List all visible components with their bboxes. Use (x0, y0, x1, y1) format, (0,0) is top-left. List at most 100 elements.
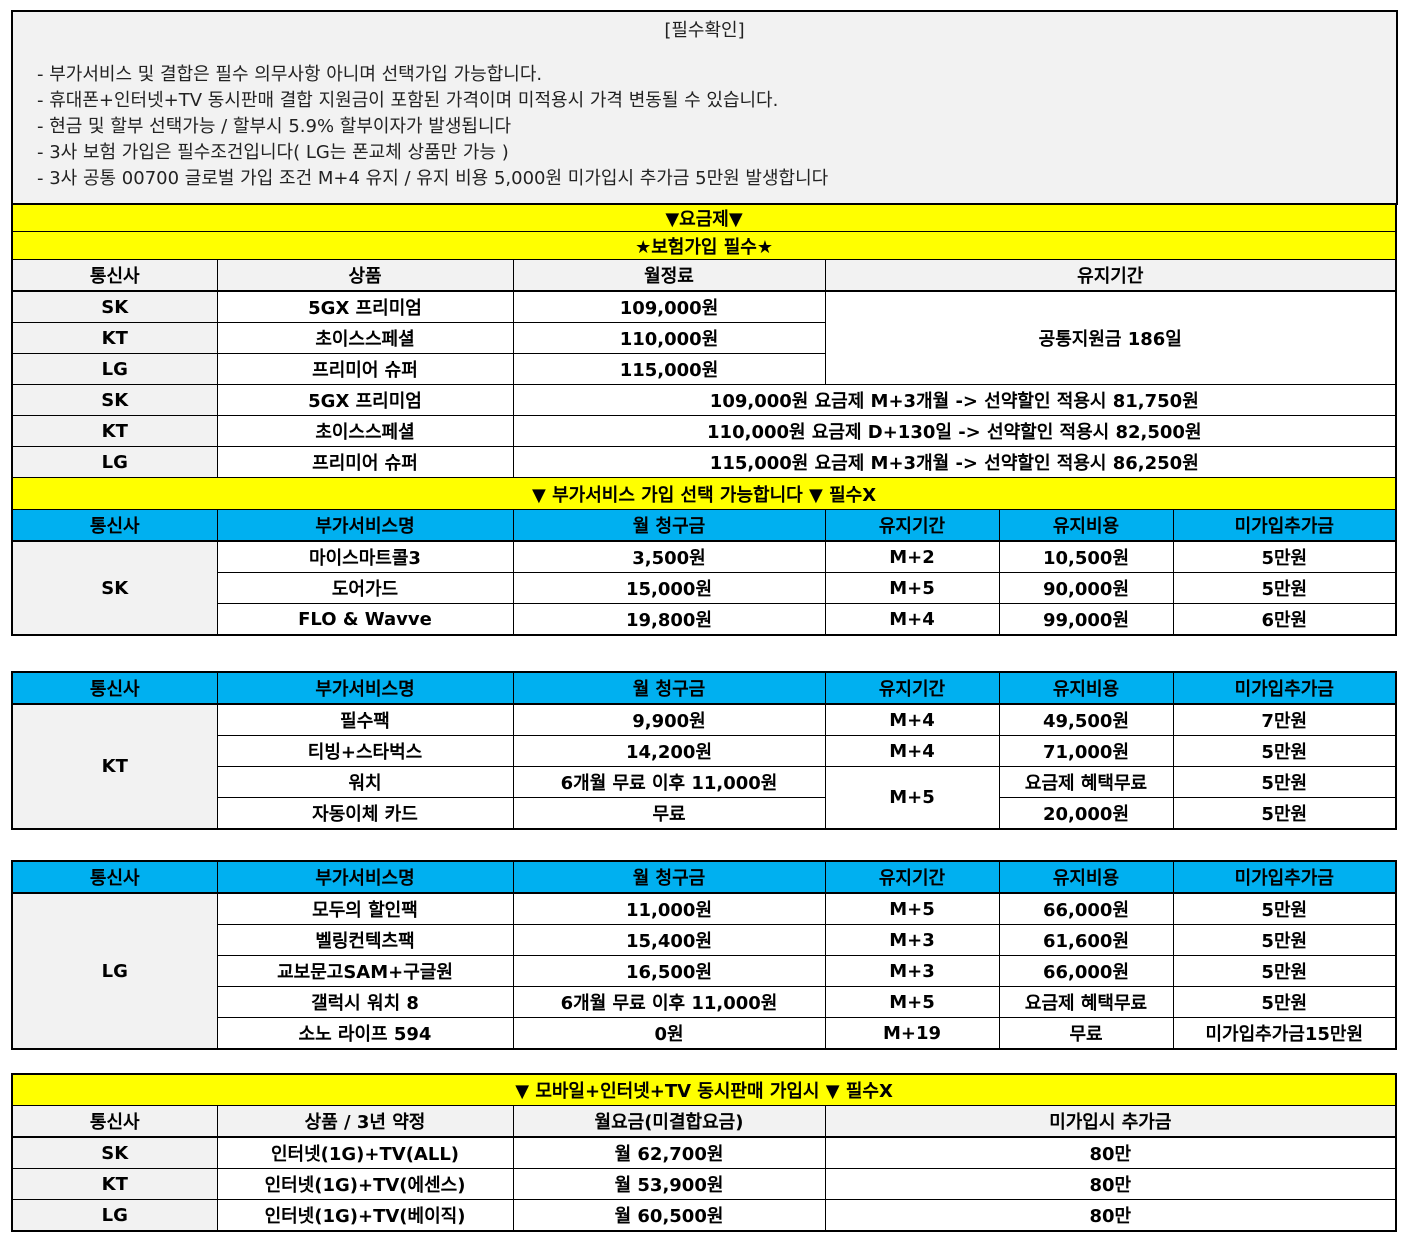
table-cell: 6개월 무료 이후 11,000원 (512, 986, 826, 1018)
discount-cell: 110,000원 요금제 D+130일 -> 선약할인 적용시 82,500원 (512, 415, 1397, 447)
table-cell: M+4 (824, 703, 1000, 736)
table-cell: M+4 (824, 603, 1000, 636)
table-row: 도어가드 15,000원 M+5 90,000원 5만원 (12, 572, 1397, 604)
period-cell: 공통지원금 186일 (824, 290, 1397, 385)
discount-cell: 109,000원 요금제 M+3개월 -> 선약할인 적용시 81,750원 (512, 384, 1397, 416)
notice-title: [필수확인] (664, 20, 745, 41)
lg-addon-table: 통신사 부가서비스명 월 청구금 유지기간 유지비용 미가입추가금 LG 모두의 할인팩 11,… (11, 860, 1397, 1050)
plan-table: ▼요금제▼ ★보험가입 필수★ 통신사 상품 월정료 유지기간 SK 5GX 프리미엄 109,… (11, 203, 1398, 636)
discount-cell: 115,000원 요금제 M+3개월 -> 선약할인 적용시 86,250원 (512, 446, 1397, 478)
table-cell: 99,000원 (998, 603, 1174, 636)
table-cell: 요금제 혜택무료 (998, 766, 1174, 798)
notice-item: - 3사 공통 00700 글로벌 가입 조건 M+4 유지 / 유지 비용 5… (37, 168, 829, 189)
table-cell: 10,500원 (998, 540, 1174, 573)
addon-banner: ▼ 부가서비스 가입 선택 가능합니다 ▼ 필수X (11, 477, 1397, 510)
carrier-cell: KT (11, 703, 218, 830)
table-cell: 14,200원 (512, 735, 826, 767)
table-cell: 115,000원 (512, 353, 826, 385)
table-cell: 6개월 무료 이후 11,000원 (512, 766, 826, 798)
table-row: 자동이체 카드 무료 20,000원 5만원 (12, 797, 1397, 830)
carrier-cell: SK (11, 384, 218, 416)
table-cell: 인터넷(1G)+TV(에센스) (216, 1168, 514, 1200)
carrier-cell: LG (11, 892, 218, 1050)
notice-item: - 3사 보험 가입은 필수조건입니다( LG는 폰교체 상품만 가능 ) (37, 142, 509, 163)
table-row: KT 인터넷(1G)+TV(에센스) 월 53,900원 80만 (11, 1168, 1397, 1200)
column-header: 유지기간 (824, 509, 1000, 542)
table-cell: 11,000원 (512, 892, 826, 925)
notice-box: [필수확인] - 부가서비스 및 결합은 필수 의무사항 아니며 선택가입 가능… (11, 10, 1398, 205)
bundle-table: ▼ 모바일+인터넷+TV 동시판매 가입시 ▼ 필수X 통신사 상품 / 3년 약정… (11, 1073, 1398, 1232)
table-row: 교보문고SAM+구글원 16,500원 M+3 66,000원 5만원 (12, 955, 1397, 987)
carrier-cell: LG (11, 446, 218, 478)
table-cell: M+5 (824, 572, 1000, 604)
table-cell: 7만원 (1172, 703, 1397, 736)
table-row: FLO & Wavve 19,800원 M+4 99,000원 6만원 (12, 603, 1397, 636)
column-header: 통신사 (11, 860, 218, 894)
column-header: 부가서비스명 (216, 671, 514, 705)
service-name: 소노 라이프 594 (216, 1017, 514, 1050)
table-cell: 66,000원 (998, 892, 1174, 925)
carrier-cell: KT (11, 1168, 218, 1200)
service-name: 모두의 할인팩 (216, 892, 514, 925)
table-cell: M+4 (824, 735, 1000, 767)
table-cell: M+5 (824, 892, 1000, 925)
column-header: 통신사 (11, 509, 218, 542)
table-cell: 5GX 프리미엄 (216, 384, 514, 416)
table-row: LG 프리미어 슈퍼 115,000원 (11, 353, 1396, 385)
table-cell: 인터넷(1G)+TV(베이직) (216, 1199, 514, 1232)
table-cell: 5만원 (1172, 924, 1397, 956)
table-row: 벨링컨텍츠팩 15,400원 M+3 61,600원 5만원 (12, 924, 1397, 956)
table-cell: 5만원 (1172, 735, 1397, 767)
table-cell: M+19 (824, 1017, 1000, 1050)
table-cell: 61,600원 (998, 924, 1174, 956)
table-cell: 80만 (824, 1136, 1397, 1169)
notice-item: - 현금 및 할부 선택가능 / 할부시 5.9% 할부이자가 발생됩니다 (37, 116, 512, 137)
table-cell: M+3 (824, 924, 1000, 956)
table-cell: 110,000원 (512, 322, 826, 354)
service-name: 벨링컨텍츠팩 (216, 924, 514, 956)
table-cell: 초이스스페셜 (216, 322, 514, 354)
table-row: SK 5GX 프리미엄 109,000원 요금제 M+3개월 -> 선약할인 적용시… (11, 384, 1397, 416)
table-cell: 20,000원 (998, 797, 1174, 830)
table-cell: 5만원 (1172, 986, 1397, 1018)
table-cell: 미가입추가금15만원 (1172, 1017, 1397, 1050)
table-cell: 71,000원 (998, 735, 1174, 767)
service-name: 마이스마트콜3 (216, 540, 514, 573)
service-name: 자동이체 카드 (216, 797, 514, 830)
table-cell: 16,500원 (512, 955, 826, 987)
table-row: LG 프리미어 슈퍼 115,000원 요금제 M+3개월 -> 선약할인 적용시 … (11, 446, 1397, 478)
table-cell: 15,000원 (512, 572, 826, 604)
service-name: 필수팩 (216, 703, 514, 736)
table-row: KT 초이스스페셜 110,000원 요금제 D+130일 -> 선약할인 적용시 … (11, 415, 1397, 447)
column-header: 상품 (216, 259, 514, 292)
carrier-cell: SK (11, 1136, 218, 1169)
column-header: 미가입추가금 (1172, 509, 1397, 542)
table-cell: 80만 (824, 1199, 1397, 1232)
table-row: KT 필수팩 9,900원 M+4 49,500원 7만원 (11, 703, 1397, 830)
column-header: 월정료 (512, 259, 826, 292)
table-cell: M+3 (824, 955, 1000, 987)
table-cell: 프리미어 슈퍼 (216, 446, 514, 478)
carrier-cell: SK (11, 540, 218, 636)
table-cell: 109,000원 (512, 290, 826, 323)
column-header: 유지기간 (824, 259, 1397, 292)
column-header: 월요금(미결합요금) (512, 1105, 826, 1138)
table-cell: 월 62,700원 (512, 1136, 826, 1169)
column-header: 유지비용 (998, 671, 1174, 705)
service-name: 교보문고SAM+구글원 (216, 955, 514, 987)
plan-banner: ▼요금제▼ (11, 203, 1397, 232)
table-cell: 무료 (998, 1017, 1174, 1050)
table-row: LG 인터넷(1G)+TV(베이직) 월 60,500원 80만 (11, 1199, 1397, 1232)
service-name: 워치 (216, 766, 514, 798)
service-name: 도어가드 (216, 572, 514, 604)
table-cell: 0원 (512, 1017, 826, 1050)
table-cell: 80만 (824, 1168, 1397, 1200)
column-header: 유지비용 (998, 509, 1174, 542)
table-cell: 49,500원 (998, 703, 1174, 736)
table-row: SK 5GX 프리미엄 109,000원 공통지원금 186일 (11, 290, 1397, 385)
table-cell: 월 53,900원 (512, 1168, 826, 1200)
table-cell: 9,900원 (512, 703, 826, 736)
table-cell: 3,500원 (512, 540, 826, 573)
table-cell: M+2 (824, 540, 1000, 573)
carrier-cell: LG (11, 1199, 218, 1232)
